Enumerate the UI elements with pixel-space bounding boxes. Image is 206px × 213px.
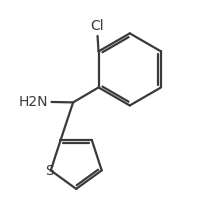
Text: Cl: Cl xyxy=(91,19,104,33)
Text: H2N: H2N xyxy=(19,95,48,109)
Text: S: S xyxy=(45,164,54,178)
